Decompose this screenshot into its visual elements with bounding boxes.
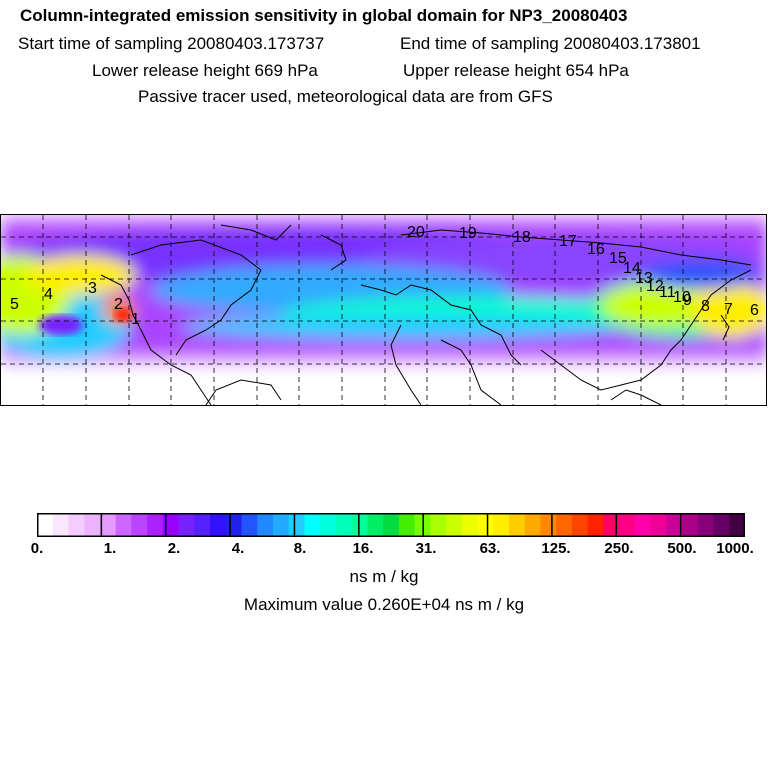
traj-label-12: 12 [646,278,664,295]
traj-label-2: 2 [114,296,123,313]
traj-label-1: 1 [131,311,140,328]
colorbar-swatch [147,513,164,537]
traj-label-11: 11 [659,284,676,301]
colorbar-tick: 1. [103,540,117,557]
coastlines [100,224,752,405]
colorbar-swatch [351,513,368,537]
upper-release-label: Upper release height 654 hPa [403,61,629,80]
traj-label-17: 17 [559,233,577,250]
colorbar-swatch [115,513,132,537]
colorbar-swatch [430,513,447,537]
colorbar-tick: 63. [479,540,501,557]
colorbar-tick: 16. [352,540,374,557]
traj-label-5: 5 [10,296,19,313]
colorbar-swatch [603,513,620,537]
colorbar-swatch [273,513,290,537]
colorbar-swatch [446,513,463,537]
colorbar-swatch [540,513,557,537]
traj-label-9: 9 [683,292,692,309]
colorbar-swatch [697,513,715,537]
start-time-label: Start time of sampling 20080403.173737 [18,34,325,53]
colorbar-swatch [131,513,148,537]
traj-label-8: 8 [701,298,710,315]
colorbar-tick: 0. [30,540,44,557]
traj-label-10: 10 [673,289,691,306]
colorbar-swatch [729,513,745,537]
colorbar-swatch [650,513,667,537]
colorbar-swatch [383,513,400,537]
traj-label-20: 20 [407,224,425,241]
colorbar-swatch [225,513,243,537]
colorbar-swatch [99,513,117,537]
colorbar-swatch [524,513,541,537]
colorbar-border [37,513,745,537]
traj-label-3: 3 [88,280,97,297]
colorbar-swatch [713,513,730,537]
traj-label-6: 6 [750,302,759,319]
colorbar-unit: ns m / kg [349,567,419,586]
colorbar-swatch [52,513,69,537]
colorbar [37,513,745,537]
colorbar-swatch [257,513,274,537]
colorbar-swatch [477,513,494,537]
colorbar-tick: 4. [231,540,245,557]
colorbar-swatch [619,513,636,537]
trajectory-labels: 1 2 3 4 5 6 7 8 9 10 11 12 13 14 15 16 1… [10,224,759,328]
colorbar-swatch [162,513,180,537]
colorbar-tick: 2. [167,540,181,557]
lower-release-label: Lower release height 669 hPa [92,61,318,80]
traj-label-14: 14 [623,260,641,277]
colorbar-swatch [682,513,699,537]
colorbar-tick: 8. [293,540,307,557]
maximum-value-text: Maximum value 0.260E+04 ns m / kg [243,595,525,614]
colorbar-tick: 500. [667,540,697,557]
colorbar-swatch [587,513,604,537]
emission-sensitivity-map: 1 2 3 4 5 6 7 8 9 10 11 12 13 14 15 16 1… [0,214,767,406]
colorbar-swatch [241,513,258,537]
colorbar-swatch [461,513,479,537]
colorbar-swatch [398,513,416,537]
colorbar-swatch [304,513,321,537]
colorbar-swatch [320,513,337,537]
colorbar-swatch [493,513,510,537]
colorbar-swatch [84,513,101,537]
traj-label-4: 4 [44,286,53,303]
colorbar-swatch [335,513,353,537]
colorbar-tick: 1000. [716,540,754,557]
traj-label-13: 13 [635,270,653,287]
colorbar-swatch [194,513,211,537]
traj-label-15: 15 [609,250,627,267]
plot-title: Column-integrated emission sensitivity i… [20,6,628,25]
colorbar-swatch [634,513,652,537]
colorbar-tick: 31. [415,540,437,557]
colorbar-swatch [367,513,384,537]
colorbar-swatch [68,513,85,537]
colorbar-swatch [210,513,227,537]
map-canvas: 1 2 3 4 5 6 7 8 9 10 11 12 13 14 15 16 1… [1,215,766,405]
traj-label-16: 16 [587,241,605,258]
colorbar-swatch [571,513,589,537]
data-source-note: Passive tracer used, meteorological data… [138,87,553,106]
colorbar-swatch [37,513,54,537]
colorbar-swatch [509,513,526,537]
colorbar-swatch [666,513,683,537]
traj-label-7: 7 [724,301,733,318]
traj-label-18: 18 [513,229,531,246]
traj-label-19: 19 [459,225,477,242]
sensitivity-field [1,215,766,405]
end-time-label: End time of sampling 20080403.173801 [400,34,701,53]
colorbar-tick: 125. [541,540,571,557]
colorbar-tick: 250. [604,540,634,557]
colorbar-swatch [288,513,305,537]
colorbar-swatch [556,513,573,537]
colorbar-swatch [178,513,195,537]
